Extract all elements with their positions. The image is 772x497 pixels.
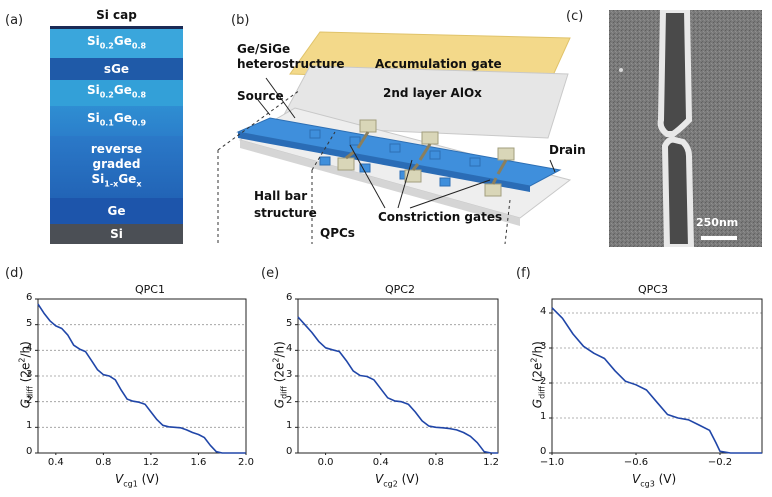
guide-lines (217, 89, 511, 245)
heterostructure-label: Ge/SiGe heterostructure (237, 42, 345, 72)
layer-sige-top: Si0.2Ge0.8 (50, 29, 183, 58)
sem-upper-gate (657, 10, 693, 137)
hall-bar-label: Hall bar structure (254, 188, 317, 222)
layer-reverse-label: reverse (90, 142, 143, 157)
y-tick-label: 1 (540, 411, 547, 422)
y-tick-label: 6 (26, 292, 33, 303)
x-tick-label: 0.0 (317, 457, 334, 468)
constriction-gates-label: Constriction gates (378, 210, 503, 224)
x-tick-label: −1.0 (539, 457, 565, 468)
qpcs-label: QPCs (320, 226, 355, 240)
hall-bar-edge (238, 132, 530, 192)
layer-si-label: Si (110, 226, 123, 241)
chart-qpc2-plot (295, 298, 499, 455)
y-tick-label: 4 (286, 343, 293, 355)
x-tick-label: 1.2 (142, 457, 159, 468)
chart-qpc3-title: QPC3 (638, 283, 668, 296)
panel-label-d: (d) (5, 266, 24, 281)
layer-sige-bottom: Si0.2Ge0.8 (50, 80, 183, 106)
chart-qpc1-plot (35, 298, 247, 455)
y-tick-label: 6 (286, 292, 293, 303)
drain-label: Drain (549, 143, 586, 157)
y-tick-label: 3 (540, 341, 547, 352)
layer-reverse-graded: reverse graded Si1-xGex (50, 136, 183, 198)
alox-layer-label: 2nd layer AlOx (383, 86, 482, 100)
label-arrows (257, 77, 556, 173)
si-cap-line (50, 26, 183, 29)
sem-lower-gate (661, 136, 695, 247)
panel-label-f: (f) (516, 266, 531, 281)
x-tick-label: 2.0 (238, 457, 254, 468)
y-tick-label: 5 (26, 317, 33, 329)
x-tick-label: 0.4 (372, 457, 389, 468)
y-tick-label: 0 (286, 446, 293, 457)
series-line-0 (37, 303, 246, 454)
layer-sige-top-label: Si0.2Ge0.8 (86, 33, 147, 51)
layer-ge: Ge (50, 198, 183, 224)
x-tick-label: −0.6 (623, 457, 649, 468)
alox-layer-plate (277, 65, 569, 139)
panel-label-b: (b) (231, 13, 250, 28)
chart-qpc3-xlabel: Vcg3 (V) (632, 472, 677, 489)
y-tick-label: 1 (286, 420, 293, 432)
source-label: Source (237, 89, 284, 103)
x-tick-label: 0.4 (47, 457, 64, 468)
y-tick-label: 2 (286, 394, 293, 406)
y-tick-label: 1 (26, 420, 33, 432)
y-tick-label: 0 (26, 446, 33, 457)
panel-label-e: (e) (261, 266, 280, 281)
layer-ge-label: Ge (107, 203, 126, 218)
x-tick-label: 1.6 (190, 457, 207, 468)
constriction-gate-fingers (345, 131, 508, 185)
layer-sge-label: sGe (103, 61, 130, 76)
x-tick-label: 0.8 (95, 457, 112, 468)
y-tick-label: 0 (540, 446, 547, 457)
chart-qpc2-xlabel: Vcg2 (V) (375, 472, 420, 489)
constriction-gate-pads (337, 119, 515, 197)
panel-label-a: (a) (5, 13, 24, 28)
scale-bar-label: 250nm (696, 216, 739, 229)
panel-label-c: (c) (566, 9, 584, 24)
device-schematic (217, 31, 572, 245)
layer-si1xgex-label: Si1-xGex (91, 172, 142, 189)
y-tick-label: 2 (26, 394, 33, 406)
x-tick-label: 0.8 (427, 457, 444, 468)
y-tick-label: 4 (26, 343, 33, 355)
constriction-arrows (349, 144, 491, 209)
hall-bar-label-line1: Hall bar (254, 189, 308, 203)
plot-frame (551, 298, 763, 454)
layer-sige-bottom-label: Si0.2Ge0.8 (86, 83, 147, 100)
chart-qpc2-title: QPC2 (385, 283, 415, 296)
y-tick-label: 3 (26, 369, 33, 380)
series-line-0 (551, 307, 762, 454)
chart-qpc1-xlabel: Vcg1 (V) (115, 472, 160, 489)
x-tick-label: −0.2 (707, 457, 733, 468)
chart-qpc1-title: QPC1 (135, 283, 165, 296)
accumulation-gate-label: Accumulation gate (375, 57, 502, 71)
hall-bar-label-line2: structure (254, 206, 317, 220)
y-tick-label: 2 (540, 376, 547, 387)
layer-graded-label: graded (92, 157, 141, 172)
x-tick-label: 1.2 (483, 457, 500, 468)
chart-qpc3-plot (549, 298, 763, 455)
layer-si-substrate: Si (50, 224, 183, 244)
heterostructure-label-line1: Ge/SiGe (237, 42, 291, 56)
y-tick-label: 5 (286, 317, 293, 329)
scale-bar (701, 236, 737, 240)
substrate-edge (240, 140, 520, 226)
layer-sige09-label: Si0.1Ge0.9 (86, 111, 147, 128)
y-tick-label: 3 (286, 369, 293, 380)
sem-image (609, 10, 762, 247)
alox-layer-text: 2nd layer AlOx (383, 86, 482, 100)
layer-sige09: Si0.1Ge0.9 (50, 106, 183, 136)
series-line-0 (297, 316, 498, 454)
layer-si-cap-label: Si cap (96, 7, 137, 22)
layer-si-cap: Si cap (50, 4, 183, 26)
layer-sge: sGe (50, 58, 183, 80)
y-tick-label: 4 (540, 306, 547, 317)
sem-particle (619, 68, 623, 72)
heterostructure-label-line2: heterostructure (237, 57, 345, 71)
